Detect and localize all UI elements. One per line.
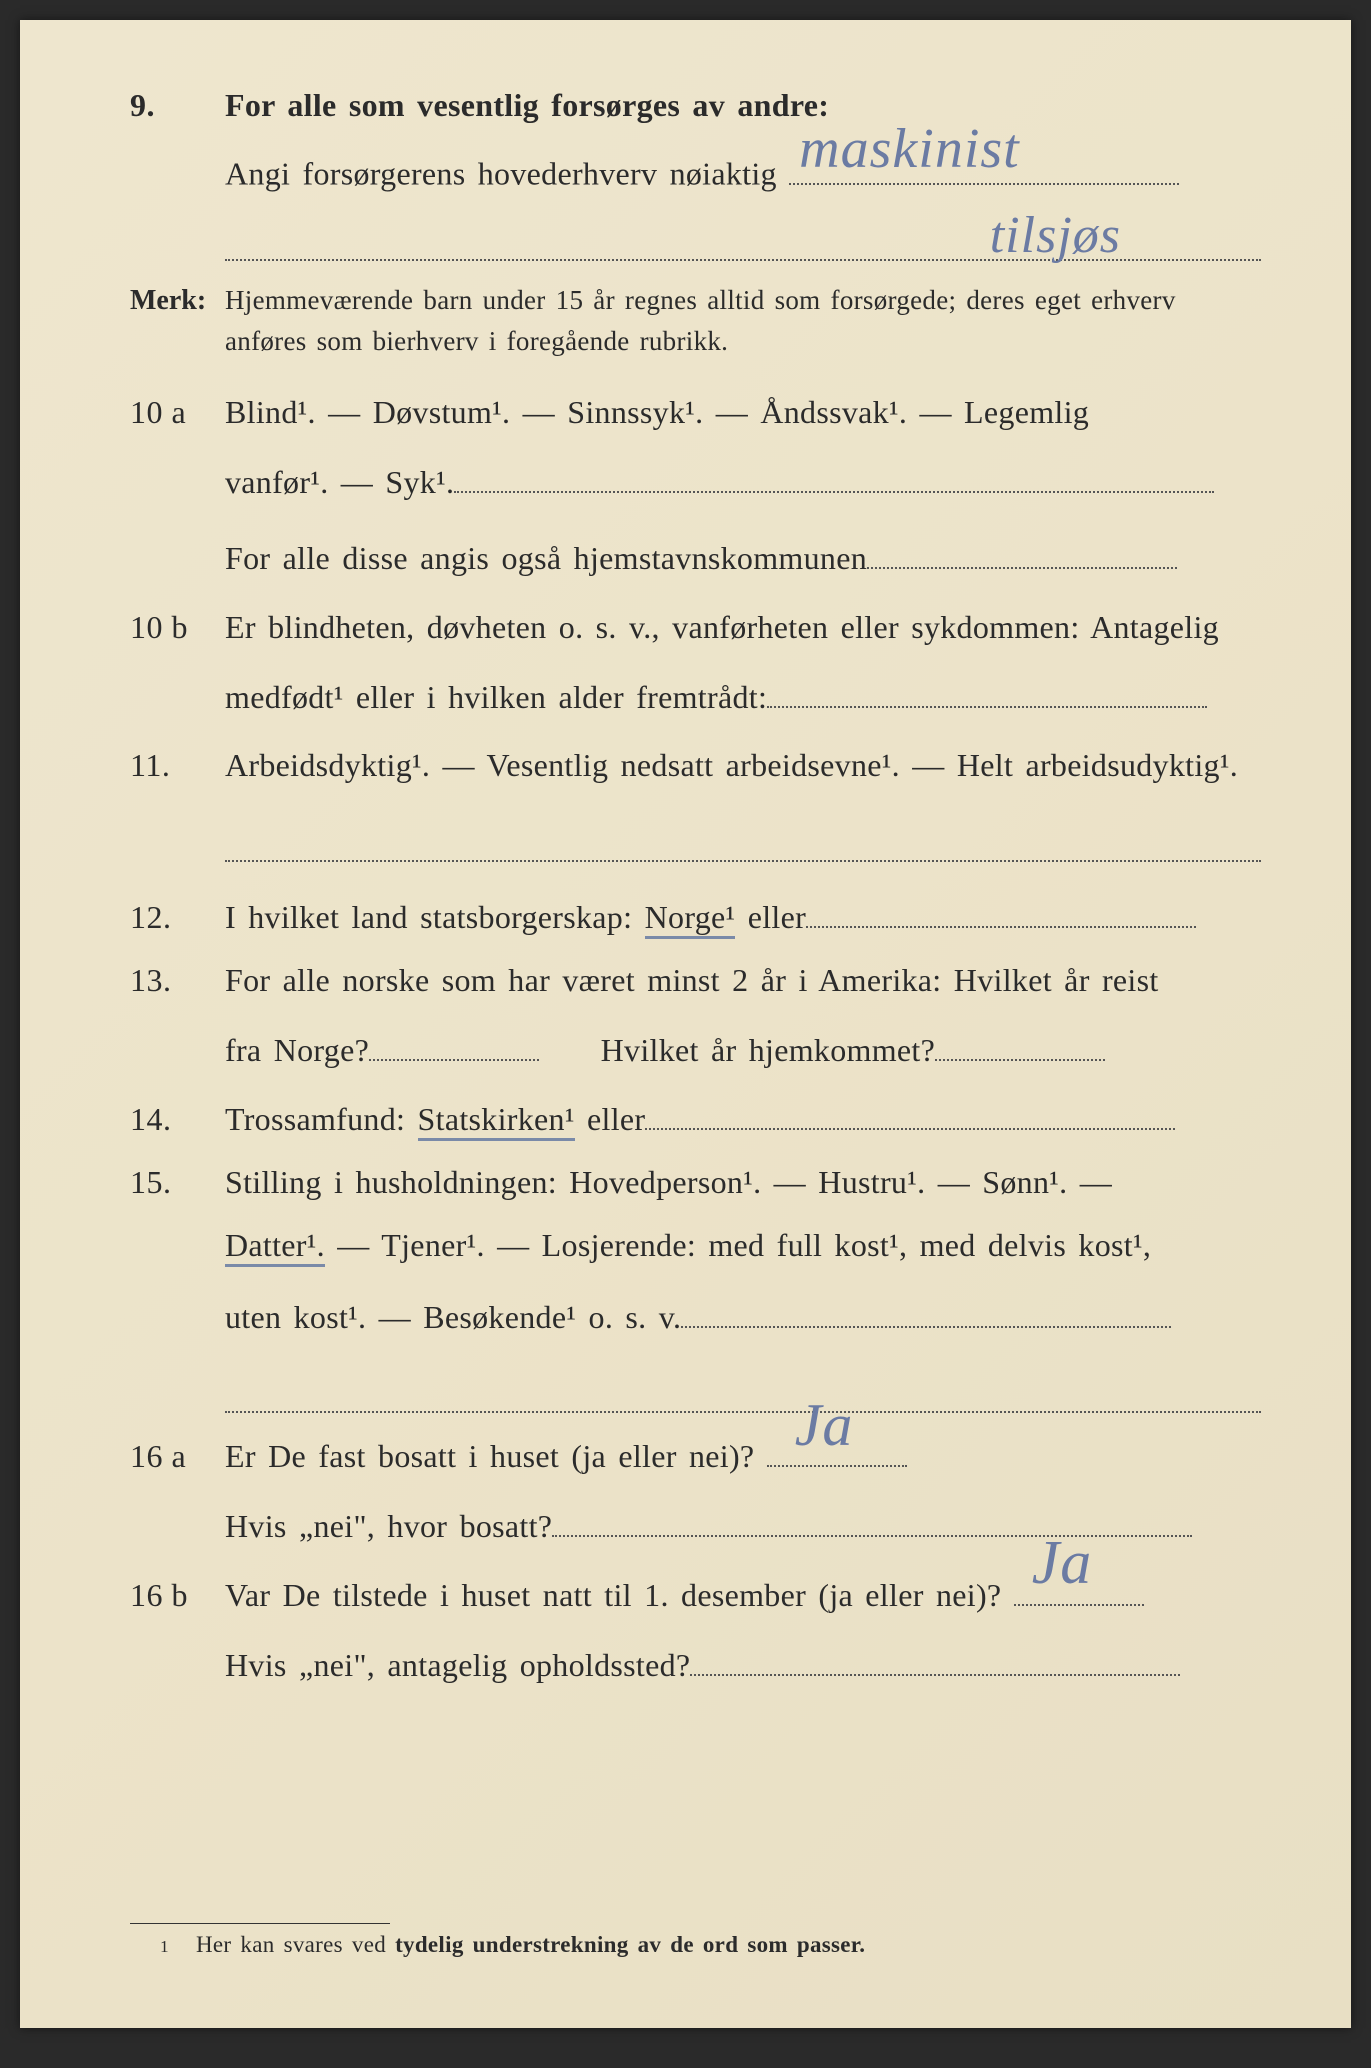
- q16b-content: Var De tilstede i huset natt til 1. dese…: [225, 1570, 1261, 1621]
- q12-prefix: I hvilket land statsborgerskap:: [225, 899, 645, 935]
- q14-content: Trossamfund: Statskirken¹ eller: [225, 1094, 1261, 1145]
- q14-prefix: Trossamfund:: [225, 1101, 418, 1137]
- q15-line1: Stilling i husholdningen: Hovedperson¹. …: [225, 1157, 1261, 1208]
- q16a-blank-2[interactable]: [552, 1501, 1192, 1537]
- q13-line2a: fra Norge?: [225, 1032, 369, 1068]
- q16b-number: 16 b: [130, 1570, 225, 1621]
- q13-number: 13.: [130, 955, 225, 1006]
- q10a-blank-1[interactable]: [454, 458, 1214, 494]
- q15-line2: Datter¹. — Tjener¹. — Losjerende: med fu…: [225, 1220, 1261, 1271]
- q9-blank-2[interactable]: tilsjøs: [225, 219, 1261, 261]
- q16b-blank-1[interactable]: Ja: [1014, 1570, 1144, 1606]
- q9-blank-1[interactable]: maskinist: [789, 149, 1179, 185]
- merk-label: Merk:: [130, 279, 225, 324]
- q13-line1: For alle norske som har været minst 2 år…: [225, 955, 1261, 1006]
- q13-blank-b[interactable]: [935, 1025, 1105, 1061]
- q10a-row1: 10 a Blind¹. — Døvstum¹. — Sinnssyk¹. — …: [130, 387, 1261, 438]
- q10a-number: 10 a: [130, 387, 225, 438]
- q15-line3-text: uten kost¹. — Besøkende¹ o. s. v.: [225, 1299, 681, 1335]
- footnote-rule: [130, 1923, 390, 1924]
- q12-underlined: Norge¹: [645, 899, 736, 939]
- q11-text: Arbeidsdyktig¹. — Vesentlig nedsatt arbe…: [225, 740, 1261, 791]
- q10b-blank[interactable]: [767, 672, 1207, 708]
- q10a-line1: Blind¹. — Døvstum¹. — Sinnssyk¹. — Åndss…: [225, 387, 1261, 438]
- q16b-row1: 16 b Var De tilstede i huset natt til 1.…: [130, 1570, 1261, 1621]
- q16b-handwritten: Ja: [1032, 1514, 1093, 1613]
- q13-blank-a[interactable]: [369, 1025, 539, 1061]
- q9-heading: For alle som vesentlig forsørges av andr…: [225, 80, 1261, 131]
- q14-row: 14. Trossamfund: Statskirken¹ eller: [130, 1094, 1261, 1145]
- q12-content: I hvilket land statsborgerskap: Norge¹ e…: [225, 892, 1261, 943]
- q15-line2-underlined: Datter¹.: [225, 1227, 325, 1267]
- q11-blank[interactable]: [225, 820, 1261, 862]
- q10b-row1: 10 b Er blindheten, døvheten o. s. v., v…: [130, 602, 1261, 653]
- q15-blank[interactable]: [681, 1293, 1171, 1329]
- footnote-number: 1: [160, 1937, 169, 1956]
- q14-underlined: Statskirken¹: [418, 1101, 575, 1141]
- q15-number: 15.: [130, 1157, 225, 1208]
- footnote-text-a: Her kan svares ved: [196, 1932, 395, 1957]
- q9-line2-text: Angi forsørgerens hovederhverv nøiaktig: [225, 156, 777, 192]
- q15-row1: 15. Stilling i husholdningen: Hovedperso…: [130, 1157, 1261, 1208]
- q10a-line3: For alle disse angis også hjemstavnskomm…: [225, 526, 1261, 592]
- q9-number: 9.: [130, 80, 225, 131]
- q9-handwritten-2: tilsjøs: [990, 206, 1121, 265]
- q16b-line2: Hvis „nei", antagelig opholdssted?: [225, 1633, 1261, 1699]
- q16b-line2-text: Hvis „nei", antagelig opholdssted?: [225, 1647, 690, 1683]
- q16b-line1-text: Var De tilstede i huset natt til 1. dese…: [225, 1577, 1001, 1613]
- q16b-blank-2[interactable]: [690, 1640, 1180, 1676]
- q16a-line2: Hvis „nei", hvor bosatt?: [225, 1494, 1261, 1560]
- q14-blank[interactable]: [645, 1094, 1175, 1130]
- q16a-blank-1[interactable]: Ja: [767, 1431, 907, 1467]
- q10a-line2-text: vanfør¹. — Syk¹.: [225, 464, 454, 500]
- q16a-line1-text: Er De fast bosatt i huset (ja eller nei)…: [225, 1438, 754, 1474]
- q14-number: 14.: [130, 1094, 225, 1145]
- q9-handwritten-1: maskinist: [799, 110, 1020, 188]
- census-form-page: 9. For alle som vesentlig forsørges av a…: [20, 20, 1351, 2028]
- q9-row1: 9. For alle som vesentlig forsørges av a…: [130, 80, 1261, 131]
- q10a-blank-2[interactable]: [867, 533, 1177, 569]
- q13-line2b: Hvilket år hjemkommet?: [601, 1032, 936, 1068]
- q16a-content: Er De fast bosatt i huset (ja eller nei)…: [225, 1431, 1261, 1482]
- q10b-line2-text: medfødt¹ eller i hvilken alder fremtrådt…: [225, 679, 767, 715]
- q15-blank-full[interactable]: [225, 1371, 1261, 1413]
- merk-text: Hjemmeværende barn under 15 år regnes al…: [225, 280, 1261, 364]
- q10b-line1: Er blindheten, døvheten o. s. v., vanfør…: [225, 602, 1261, 653]
- q10a-line2: vanfør¹. — Syk¹.: [225, 450, 1261, 516]
- q12-blank[interactable]: [806, 892, 1196, 928]
- q10b-number: 10 b: [130, 602, 225, 653]
- q13-line2: fra Norge? Hvilket år hjemkommet?: [225, 1018, 1261, 1084]
- q14-suffix: eller: [575, 1101, 646, 1137]
- q15-line2-rest: — Tjener¹. — Losjerende: med full kost¹,…: [325, 1227, 1151, 1263]
- q13-row1: 13. For alle norske som har været minst …: [130, 955, 1261, 1006]
- footnote-text: 1 Her kan svares ved tydelig understrekn…: [160, 1932, 1261, 1958]
- q11-number: 11.: [130, 740, 225, 791]
- q9-line2: Angi forsørgerens hovederhverv nøiaktig …: [225, 149, 1261, 196]
- q12-suffix: eller: [735, 899, 806, 935]
- merk-row: Merk: Hjemmeværende barn under 15 år reg…: [130, 279, 1261, 364]
- q12-number: 12.: [130, 892, 225, 943]
- q10b-line2: medfødt¹ eller i hvilken alder fremtrådt…: [225, 665, 1261, 731]
- q16a-number: 16 a: [130, 1431, 225, 1482]
- footnote-block: 1 Her kan svares ved tydelig understrekn…: [130, 1923, 1261, 1958]
- q16a-line2-text: Hvis „nei", hvor bosatt?: [225, 1508, 552, 1544]
- q10a-line3-text: For alle disse angis også hjemstavnskomm…: [225, 540, 867, 576]
- q16a-row1: 16 a Er De fast bosatt i huset (ja eller…: [130, 1431, 1261, 1482]
- q16a-handwritten: Ja: [795, 1377, 854, 1473]
- q11-row: 11. Arbeidsdyktig¹. — Vesentlig nedsatt …: [130, 740, 1261, 791]
- q15-line3: uten kost¹. — Besøkende¹ o. s. v.: [225, 1285, 1261, 1351]
- q12-row: 12. I hvilket land statsborgerskap: Norg…: [130, 892, 1261, 943]
- footnote-text-b: tydelig understrekning av de ord som pas…: [395, 1932, 865, 1957]
